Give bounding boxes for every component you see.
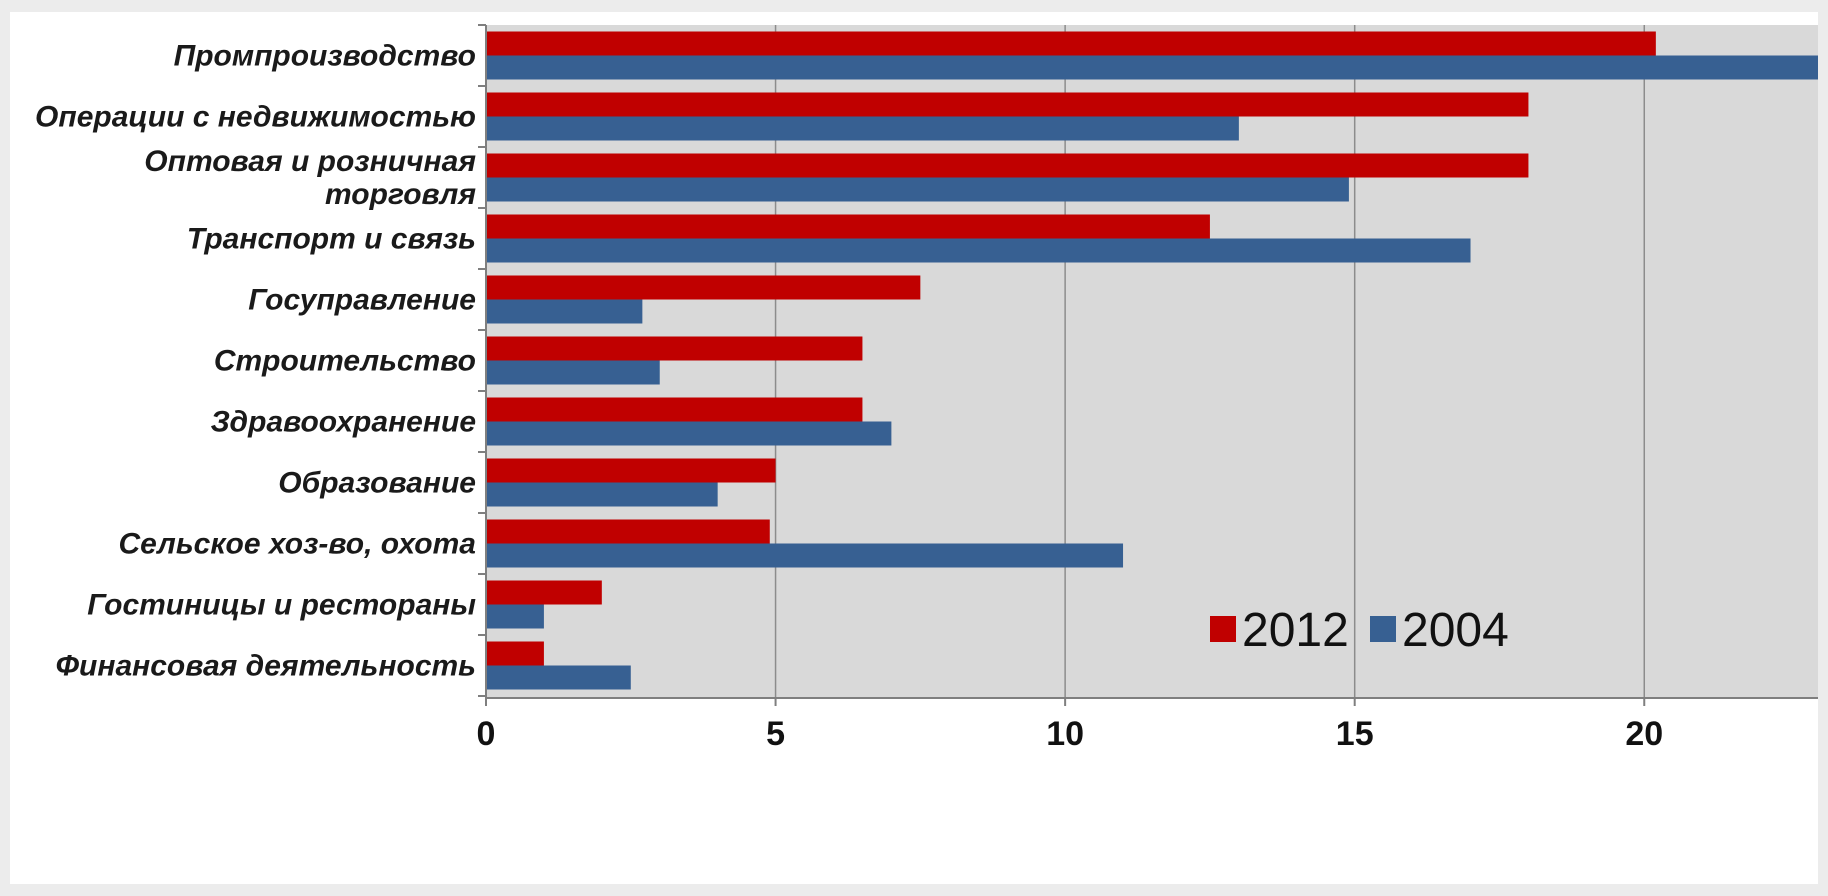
bar-2004 [486,665,631,690]
category-label: Оптовая и розничная торговля [144,145,476,211]
bar-2004 [486,55,1818,80]
category-label: Здравоохранение [211,406,476,439]
bar-2012 [486,31,1656,56]
legend-swatch-2004 [1370,616,1396,642]
category-label: Финансовая деятельность [56,650,476,683]
category-label: Строительство [214,345,476,378]
category-label: Промпроизводство [174,40,476,73]
bar-2004 [486,299,643,324]
bar-2012 [486,92,1529,117]
legend-swatch-2012 [1210,616,1236,642]
x-tick-label: 5 [766,715,785,753]
category-label: Гостиницы и рестораны [87,589,476,622]
bar-2004 [486,421,892,446]
bar-chart: Промпроизводство Операции с недвижимостью… [35,24,1818,753]
bar-2012 [486,153,1529,178]
bar-2012 [486,580,602,605]
bar-2004 [486,177,1349,202]
category-label: Сельское хоз-во, охота [118,528,476,561]
bar-2012 [486,519,770,544]
category-label: Транспорт и связь [187,223,476,256]
chart-frame: Промпроизводство Операции с недвижимостью… [10,12,1818,884]
x-tick-label: 0 [477,715,496,753]
bar-2012 [486,275,921,300]
legend-label-2012: 2012 [1242,604,1349,657]
category-label: Операции с недвижимостью [35,101,476,134]
bar-2004 [486,604,544,629]
bar-2012 [486,397,863,422]
bar-2004 [486,116,1239,141]
bar-2004 [486,238,1471,263]
bar-2004 [486,360,660,385]
bar-2004 [486,543,1124,568]
bar-2004 [486,482,718,507]
bar-2012 [486,641,544,666]
x-tick-label: 15 [1336,715,1374,753]
category-label: Госуправление [248,284,476,317]
legend-label-2004: 2004 [1402,604,1509,657]
bar-2012 [486,458,776,483]
category-label: Образование [278,467,476,500]
x-tick-label: 10 [1046,715,1084,753]
bar-2012 [486,214,1210,239]
x-tick-label: 20 [1625,715,1663,753]
bar-2012 [486,336,863,361]
